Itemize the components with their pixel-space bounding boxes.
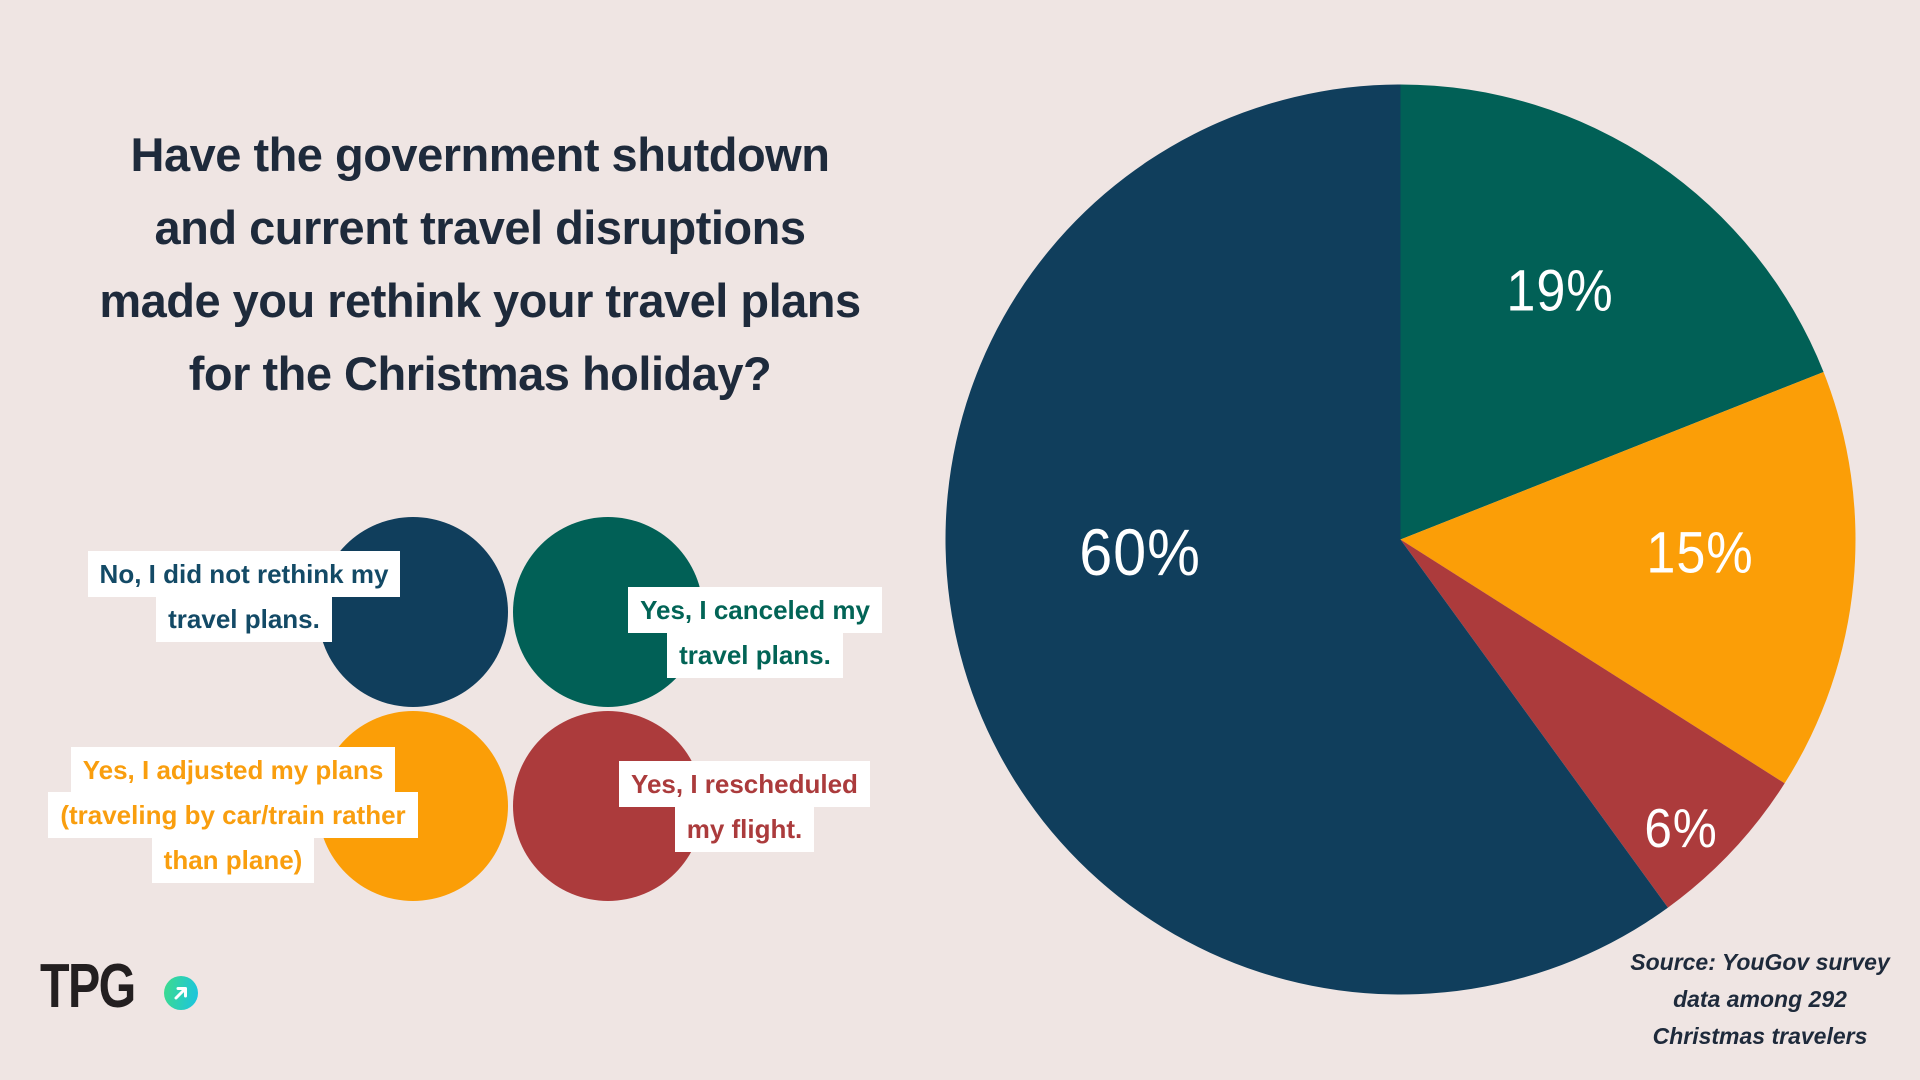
tpg-logo-badge — [164, 976, 198, 1010]
legend-label-text: Yes, I rescheduled my flight. — [619, 761, 870, 852]
legend-label-text: No, I did not rethink my travel plans. — [87, 551, 401, 642]
slice-label-15pct: 15% — [1646, 520, 1754, 586]
legend-label-adjusted: Yes, I adjusted my plans (traveling by c… — [38, 747, 428, 883]
pie-slice — [945, 84, 1668, 995]
legend-label-no-rethink: No, I did not rethink my travel plans. — [74, 551, 414, 642]
pie-slice — [1400, 372, 1856, 784]
legend-label-text: Yes, I canceled my travel plans. — [628, 587, 882, 678]
slice-label-6pct: 6% — [1644, 797, 1718, 859]
up-right-arrow-icon — [174, 987, 187, 1000]
question-title: Have the government shutdown and current… — [99, 128, 861, 400]
tpg-logo-text: TPG — [40, 952, 136, 1021]
pie-slice — [1400, 84, 1824, 540]
legend-label-text: Yes, I adjusted my plans (traveling by c… — [48, 747, 418, 883]
slice-label-60pct: 60% — [1079, 515, 1201, 589]
source-attribution: Source: YouGov survey data among 292 Chr… — [1630, 949, 1890, 1049]
pie-chart — [945, 84, 1856, 995]
tpg-logo: TPG — [40, 952, 198, 1021]
slice-label-19pct: 19% — [1506, 258, 1614, 324]
legend-label-rescheduled: Yes, I rescheduled my flight. — [602, 761, 887, 852]
pie-slice — [1400, 539, 1785, 908]
legend-label-canceled: Yes, I canceled my travel plans. — [615, 587, 895, 678]
legend-dot-no-rethink — [318, 517, 508, 707]
